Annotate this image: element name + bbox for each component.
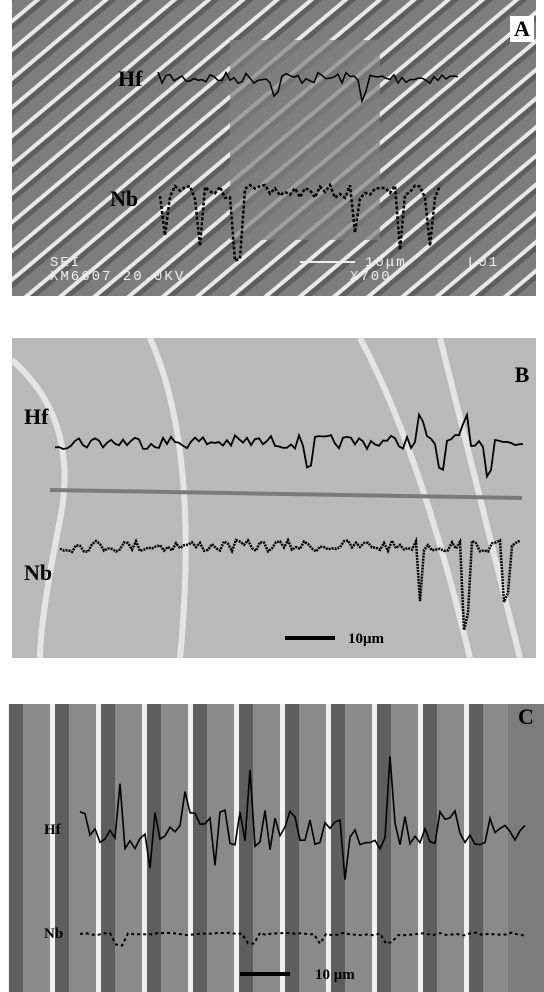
line-scan: [79, 756, 526, 880]
sem-info: 10μm: [365, 255, 407, 271]
line-scan: [54, 411, 524, 480]
panel-b: B Hf Nb 10μm: [10, 336, 536, 659]
hf-label: Hf: [24, 404, 49, 429]
sem-info: L01: [468, 255, 499, 271]
nb-label: Nb: [110, 186, 138, 211]
line-scan: [158, 182, 442, 263]
panel-label: C: [518, 704, 534, 729]
sem-info: X700: [350, 269, 392, 285]
nb-label: Nb: [24, 560, 52, 585]
line-scans: [54, 411, 524, 631]
micrograph-region: [508, 704, 544, 992]
panel-a: A Hf Nb SEI XM6607 20.0KV 10μm L01 X700: [12, 0, 536, 296]
line-scan: [157, 70, 459, 104]
panel-c: C Hf Nb 10 μm: [8, 704, 544, 992]
line-scans: [79, 756, 526, 947]
sem-info: XM6607 20.0KV: [50, 269, 185, 285]
hf-label: Hf: [118, 66, 143, 91]
scale-label: 10 μm: [315, 967, 355, 983]
nb-label: Nb: [44, 926, 63, 942]
scan-line: [49, 488, 523, 500]
sem-info: SEI: [50, 255, 81, 271]
panel-label: A: [514, 16, 530, 41]
micrograph-feature: [10, 336, 523, 659]
panel-label: B: [515, 362, 530, 387]
label-box: [510, 16, 534, 42]
micrograph: [8, 704, 544, 992]
micrograph-region: [230, 40, 380, 240]
hf-label: Hf: [44, 822, 62, 838]
line-scans: [157, 70, 459, 263]
scale-label: 10μm: [348, 631, 385, 647]
